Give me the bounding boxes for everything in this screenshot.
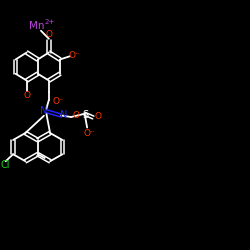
- Text: O: O: [72, 110, 79, 120]
- Text: O: O: [45, 30, 52, 39]
- Text: O⁻: O⁻: [83, 128, 95, 138]
- Text: Cl: Cl: [0, 160, 10, 170]
- Text: O: O: [23, 91, 30, 100]
- Text: N: N: [60, 110, 68, 120]
- Text: S: S: [83, 110, 89, 120]
- Text: 2+: 2+: [45, 20, 55, 26]
- Text: Mn: Mn: [29, 21, 44, 31]
- Text: O⁻: O⁻: [69, 50, 81, 59]
- Text: O⁻: O⁻: [52, 97, 64, 106]
- Text: N: N: [40, 106, 47, 116]
- Text: O: O: [95, 112, 102, 121]
